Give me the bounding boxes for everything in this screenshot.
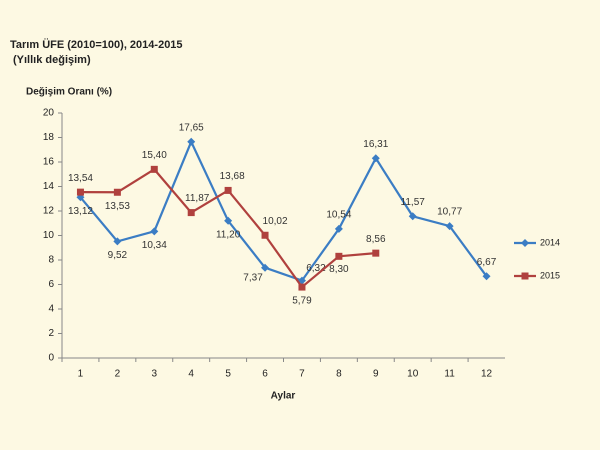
data-label: 10,54 xyxy=(326,210,351,221)
x-axis-title: Aylar xyxy=(271,391,296,402)
data-label: 11,87 xyxy=(185,193,210,204)
marker xyxy=(224,186,232,194)
marker xyxy=(76,188,84,196)
series-line xyxy=(79,139,488,282)
x-tick-label: 8 xyxy=(336,369,342,380)
x-tick-label: 4 xyxy=(188,369,194,380)
x-tick-label: 5 xyxy=(225,369,231,380)
marker xyxy=(261,263,270,272)
data-label: 8,56 xyxy=(366,234,386,245)
marker xyxy=(335,252,343,260)
x-tick-label: 10 xyxy=(407,369,419,380)
marker xyxy=(150,165,158,173)
chart-subtitle: (Yıllık değişim) xyxy=(13,54,91,66)
marker xyxy=(261,231,269,239)
legend-label: 2014 xyxy=(540,237,560,247)
legend-label: 2015 xyxy=(540,270,560,280)
data-label: 10,77 xyxy=(437,207,462,218)
marker xyxy=(113,237,122,246)
y-tick-label: 8 xyxy=(48,255,54,266)
data-label: 10,02 xyxy=(263,216,288,227)
x-tick-label: 12 xyxy=(481,369,493,380)
data-label: 5,79 xyxy=(292,296,312,307)
data-label: 11,57 xyxy=(401,197,426,208)
data-label: 6,32 xyxy=(306,263,326,274)
y-tick-label: 20 xyxy=(43,108,55,119)
data-label: 6,67 xyxy=(477,257,497,268)
y-tick-label: 0 xyxy=(48,353,54,364)
marker xyxy=(371,154,380,163)
marker xyxy=(187,209,195,217)
x-tick-label: 9 xyxy=(373,369,379,380)
x-tick-label: 1 xyxy=(78,369,84,380)
y-tick-label: 2 xyxy=(48,328,54,339)
data-label: 8,30 xyxy=(329,264,349,275)
y-tick-label: 4 xyxy=(48,304,54,315)
y-tick-label: 6 xyxy=(48,279,54,290)
x-tick-label: 6 xyxy=(262,369,268,380)
legend-marker xyxy=(521,272,529,280)
y-tick-label: 12 xyxy=(43,206,55,217)
y-tick-label: 18 xyxy=(43,132,55,143)
data-label: 15,40 xyxy=(142,150,167,161)
data-label: 11,20 xyxy=(216,229,241,240)
marker xyxy=(113,188,121,196)
marker xyxy=(187,137,196,146)
marker xyxy=(372,249,380,257)
data-label: 17,65 xyxy=(179,122,204,133)
y-tick-label: 16 xyxy=(43,157,55,168)
y-axis-title: Değişim Oranı (%) xyxy=(26,87,112,98)
marker xyxy=(298,283,306,291)
x-tick-label: 7 xyxy=(299,369,305,380)
marker xyxy=(445,222,454,231)
marker xyxy=(482,272,491,281)
data-label: 7,37 xyxy=(243,272,263,283)
data-label: 16,31 xyxy=(363,139,388,150)
data-label: 10,34 xyxy=(142,240,167,251)
x-tick-label: 2 xyxy=(115,369,121,380)
data-label: 13,54 xyxy=(68,173,93,184)
marker xyxy=(334,224,343,233)
data-label: 9,52 xyxy=(108,250,128,261)
y-tick-label: 10 xyxy=(43,230,55,241)
x-tick-label: 11 xyxy=(444,369,455,380)
data-label: 13,12 xyxy=(68,206,93,217)
y-tick-label: 14 xyxy=(43,181,55,192)
data-label: 13,68 xyxy=(220,171,245,182)
chart-title: Tarım ÜFE (2010=100), 2014-2015 xyxy=(10,38,183,51)
marker xyxy=(408,212,417,221)
x-tick-label: 3 xyxy=(152,369,158,380)
marker xyxy=(224,216,233,225)
marker xyxy=(150,227,159,236)
data-label: 13,53 xyxy=(105,201,130,212)
legend-marker xyxy=(521,239,529,247)
